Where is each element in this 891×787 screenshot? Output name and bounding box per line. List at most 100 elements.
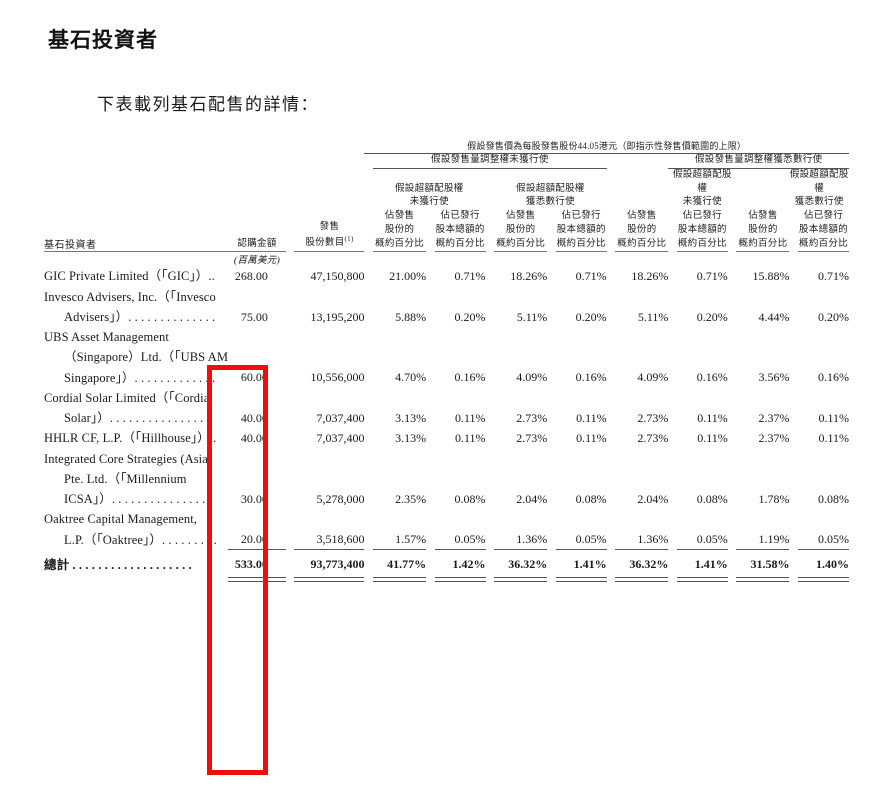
total-pct-1: 41.77% bbox=[387, 557, 427, 572]
col-header-pct-1: 佔發售 股份的 概約百分比 bbox=[373, 210, 427, 253]
cell-pct-6: 0.16% bbox=[696, 370, 728, 385]
cell-pct-4 bbox=[556, 449, 607, 469]
cell-pct-6: 0.08% bbox=[696, 491, 728, 506]
cell-pct-4 bbox=[556, 469, 607, 489]
subgroup-oa-1-title: 假設超額配股權 bbox=[394, 183, 464, 194]
cell-pct-1 bbox=[373, 287, 426, 307]
cell-pct-8: 0.08% bbox=[818, 491, 849, 506]
cell-pct-2 bbox=[435, 287, 486, 307]
cell-pct-2: 0.20% bbox=[454, 309, 486, 324]
cell-pct-8: 0.05% bbox=[798, 529, 849, 551]
col-header-pct-8: 佔已發行 股本總額的 概約百分比 bbox=[798, 210, 849, 253]
cell-pct-3 bbox=[494, 509, 547, 529]
col-header-pct-7: 佔發售 股份的 概約百分比 bbox=[736, 210, 790, 253]
header-subgroup-row: 假設超額配股權 未獲行使 假設超額配股權 獲悉數行使 假設超額配股權 未獲行使 … bbox=[44, 168, 849, 210]
subgroup-oa-1: 假設超額配股權 未獲行使 bbox=[373, 168, 486, 210]
col-header-amount: 認購金額 bbox=[228, 210, 286, 253]
cell-pct-2: 0.05% bbox=[434, 529, 486, 551]
investor-name-line: （Singapore）Ltd.（「UBS AM bbox=[64, 350, 229, 365]
cell-pct-8: 0.20% bbox=[818, 309, 849, 324]
cell-amount: 268.00 bbox=[234, 269, 268, 284]
cell-shares: 7,037,400 bbox=[316, 431, 365, 446]
table-row: Singapore」）. . . . . . . . . . . . . 60.0… bbox=[44, 368, 849, 388]
investor-name-line: Cordial Solar Limited（「Cordial bbox=[44, 390, 213, 405]
cell-pct-2 bbox=[435, 347, 486, 367]
cell-amount: 20.00 bbox=[228, 529, 286, 551]
cell-pct-1: 3.13% bbox=[395, 410, 427, 425]
subgroup-oa-4: 假設超額配股權 獲悉數行使 bbox=[789, 168, 849, 210]
table-row-namecont: Cordial Solar Limited（「Cordial bbox=[44, 388, 849, 408]
pct8-l2: 股本總額的 bbox=[799, 224, 849, 235]
table-row: Advisers」）. . . . . . . . . . . . . . 75.… bbox=[44, 307, 849, 327]
cell-pct-5: 4.09% bbox=[637, 370, 669, 385]
cell-pct-3 bbox=[494, 287, 547, 307]
col-header-shares: 發售 股份數目(1) bbox=[294, 210, 365, 253]
cell-amount: 30.00 bbox=[240, 491, 268, 506]
cell-pct-8 bbox=[798, 509, 849, 529]
total-pct-4: 1.41% bbox=[573, 557, 607, 572]
cell-pct-7: 3.56% bbox=[758, 370, 790, 385]
cell-pct-2: 0.11% bbox=[454, 431, 486, 446]
pct1-l3: 概約百分比 bbox=[375, 238, 425, 249]
cell-pct-2: 0.08% bbox=[454, 491, 486, 506]
pct7-l1: 佔發售 bbox=[748, 211, 778, 222]
cell-pct-6 bbox=[677, 388, 728, 408]
cell-pct-7: 4.44% bbox=[758, 309, 790, 324]
cell-pct-5 bbox=[615, 388, 668, 408]
group-header-fully-exercised: 假設發售量調整權獲悉數行使 bbox=[668, 153, 849, 169]
cell-pct-1 bbox=[373, 347, 426, 367]
table-row: GIC Private Limited（「GIC」）.. 268.00 47,150… bbox=[44, 266, 849, 286]
cell-pct-6: 0.20% bbox=[696, 309, 728, 324]
subgroup-oa-4-state: 獲悉數行使 bbox=[794, 197, 844, 208]
pct4-l3: 概約百分比 bbox=[556, 238, 606, 249]
cell-pct-6: 0.11% bbox=[697, 431, 728, 446]
pct6-l1: 佔已發行 bbox=[682, 211, 722, 222]
cell-amount: 75.00 bbox=[240, 309, 268, 324]
cell-pct-2 bbox=[435, 509, 486, 529]
cell-pct-3 bbox=[494, 327, 547, 347]
table-row: Solar」）. . . . . . . . . . . . . . . . 40… bbox=[44, 408, 849, 428]
table-row: HHLR CF, L.P.（「Hillhouse」）.. 40.00 7,037,4… bbox=[44, 428, 849, 448]
cell-pct-7: 1.78% bbox=[758, 491, 790, 506]
col-header-shares-line2: 股份數目 bbox=[305, 238, 345, 249]
cell-pct-1 bbox=[373, 449, 426, 469]
cell-pct-4: 0.11% bbox=[576, 410, 607, 425]
cell-pct-1: 1.57% bbox=[373, 529, 427, 551]
unit-label: (百萬美元) bbox=[233, 256, 281, 267]
cell-pct-4: 0.11% bbox=[576, 431, 607, 446]
investor-name: HHLR CF, L.P.（「Hillhouse」）.. bbox=[44, 431, 217, 446]
cell-shares: 13,195,200 bbox=[310, 309, 365, 324]
pct5-l1: 佔發售 bbox=[627, 211, 657, 222]
cell-pct-7: 15.88% bbox=[752, 269, 790, 284]
header-group-row: 假設發售量調整權未獲行使 假設發售量調整權獲悉數行使 bbox=[44, 153, 849, 169]
cell-pct-6 bbox=[677, 327, 728, 347]
cornerstone-investors-table: 假設發售價為每股發售股份44.05港元（即指示性發售價範圍的上限） 假設發售量調… bbox=[44, 140, 849, 582]
cell-amount: 40.00 bbox=[240, 431, 268, 446]
table-row: L.P.（「Oaktree」）. . . . . . . . . 20.00 3,5… bbox=[44, 529, 849, 551]
table-row: ICSA」）. . . . . . . . . . . . . . . . 30.… bbox=[44, 489, 849, 509]
total-row: 總計 . . . . . . . . . . . . . . . . . . .… bbox=[44, 550, 849, 577]
investor-name-line: Integrated Core Strategies (Asia) bbox=[44, 451, 213, 466]
cell-pct-3: 5.11% bbox=[516, 309, 548, 324]
subgroup-oa-3-state: 未獲行使 bbox=[682, 197, 722, 208]
total-pct-5: 36.32% bbox=[629, 557, 669, 572]
cell-pct-1 bbox=[373, 388, 426, 408]
cell-pct-1: 4.70% bbox=[395, 370, 427, 385]
cell-pct-4: 0.20% bbox=[575, 309, 607, 324]
cell-pct-4 bbox=[556, 388, 607, 408]
footnote-marker-1: (1) bbox=[344, 235, 354, 244]
pct6-l3: 概約百分比 bbox=[677, 238, 727, 249]
cell-pct-2 bbox=[435, 469, 486, 489]
cell-pct-8: 0.71% bbox=[818, 269, 849, 284]
pct3-l2: 股份的 bbox=[506, 224, 536, 235]
cell-pct-2 bbox=[435, 327, 486, 347]
pct3-l3: 概約百分比 bbox=[496, 238, 546, 249]
cell-pct-7 bbox=[736, 449, 789, 469]
cell-pct-7 bbox=[736, 469, 789, 489]
cell-pct-6: 0.71% bbox=[696, 269, 728, 284]
cell-amount: 60.00 bbox=[240, 370, 268, 385]
cell-pct-6 bbox=[677, 449, 728, 469]
cell-pct-6 bbox=[677, 287, 728, 307]
pct5-l2: 股份的 bbox=[627, 224, 657, 235]
pct2-l3: 概約百分比 bbox=[435, 238, 485, 249]
